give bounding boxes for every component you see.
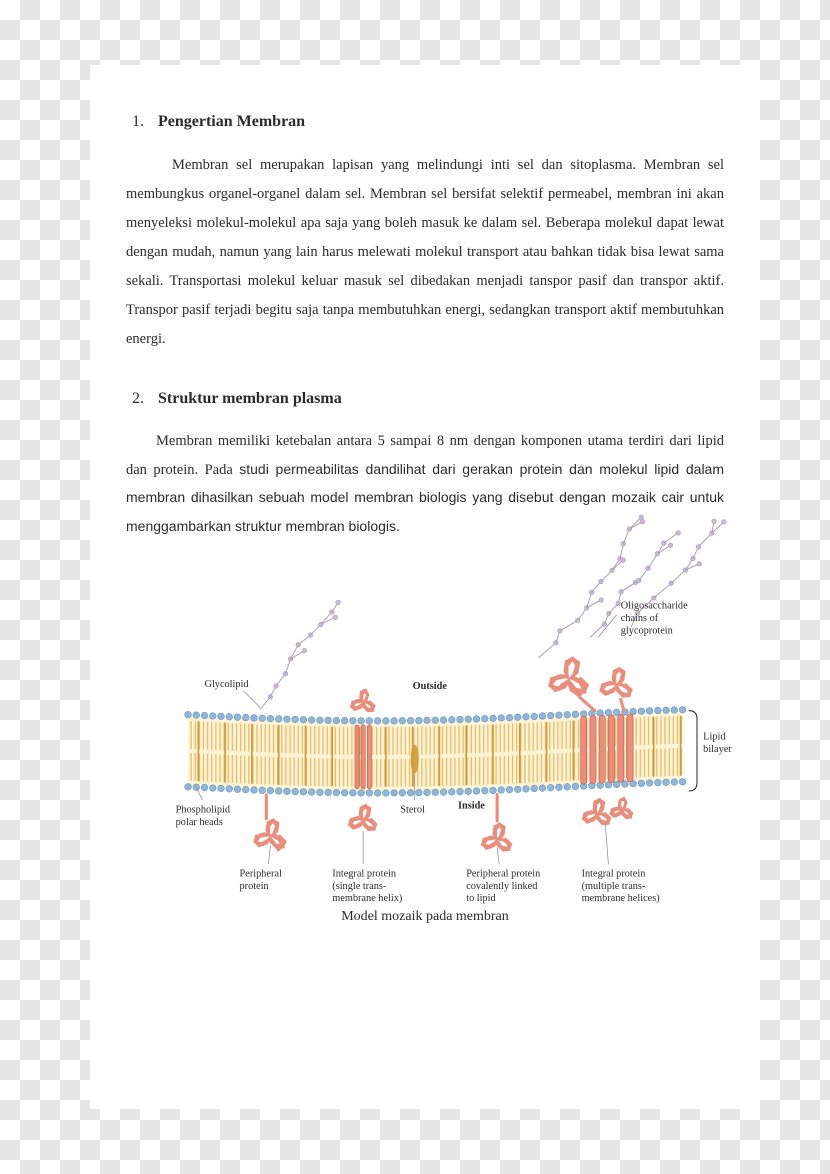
paragraph-1: Membran sel merupakan lapisan yang melin… xyxy=(126,151,724,354)
svg-text:Integral protein: Integral protein xyxy=(582,869,646,880)
svg-text:Outside: Outside xyxy=(413,681,448,692)
svg-text:Glycolipid: Glycolipid xyxy=(205,679,250,690)
heading-1-title: Pengertian Membran xyxy=(158,113,305,131)
svg-text:to lipid: to lipid xyxy=(466,893,496,904)
svg-text:membrane helices): membrane helices) xyxy=(582,893,660,904)
svg-text:Integral protein: Integral protein xyxy=(332,869,396,880)
membrane-diagram: Glycolipid Outside Inside Oligosaccharidech… xyxy=(126,555,724,895)
svg-text:bilayer: bilayer xyxy=(703,744,732,755)
svg-text:chains of: chains of xyxy=(621,613,659,624)
svg-text:Peripheral protein: Peripheral protein xyxy=(466,869,540,880)
svg-text:Sterol: Sterol xyxy=(400,805,425,816)
document-page: 1. Pengertian Membran Membran sel merupa… xyxy=(90,65,760,1109)
svg-text:glycoprotein: glycoprotein xyxy=(621,625,673,636)
svg-text:Peripheral: Peripheral xyxy=(240,869,282,880)
paragraph-1-text: Membran sel merupakan lapisan yang melin… xyxy=(126,157,724,347)
svg-text:Inside: Inside xyxy=(458,801,485,812)
svg-text:covalently linked: covalently linked xyxy=(466,881,538,892)
heading-2-number: 2. xyxy=(126,390,144,408)
figure-membrane: Glycolipid Outside Inside Oligosaccharidech… xyxy=(126,555,724,925)
svg-text:(single trans-: (single trans- xyxy=(332,881,387,892)
heading-2-title: Struktur membran plasma xyxy=(158,390,342,408)
heading-1-number: 1. xyxy=(126,113,144,131)
svg-text:protein: protein xyxy=(240,881,269,892)
svg-text:membrane helix): membrane helix) xyxy=(332,893,402,904)
svg-text:(multiple trans-: (multiple trans- xyxy=(582,881,646,892)
svg-text:Oligosaccharide: Oligosaccharide xyxy=(621,601,688,612)
svg-text:Phospholipid: Phospholipid xyxy=(176,805,231,816)
svg-text:polar heads: polar heads xyxy=(176,817,223,828)
heading-1: 1. Pengertian Membran xyxy=(126,113,724,131)
figure-caption: Model mozaik pada membran xyxy=(126,909,724,925)
svg-text:Lipid: Lipid xyxy=(703,732,726,743)
heading-2: 2. Struktur membran plasma xyxy=(126,390,724,408)
